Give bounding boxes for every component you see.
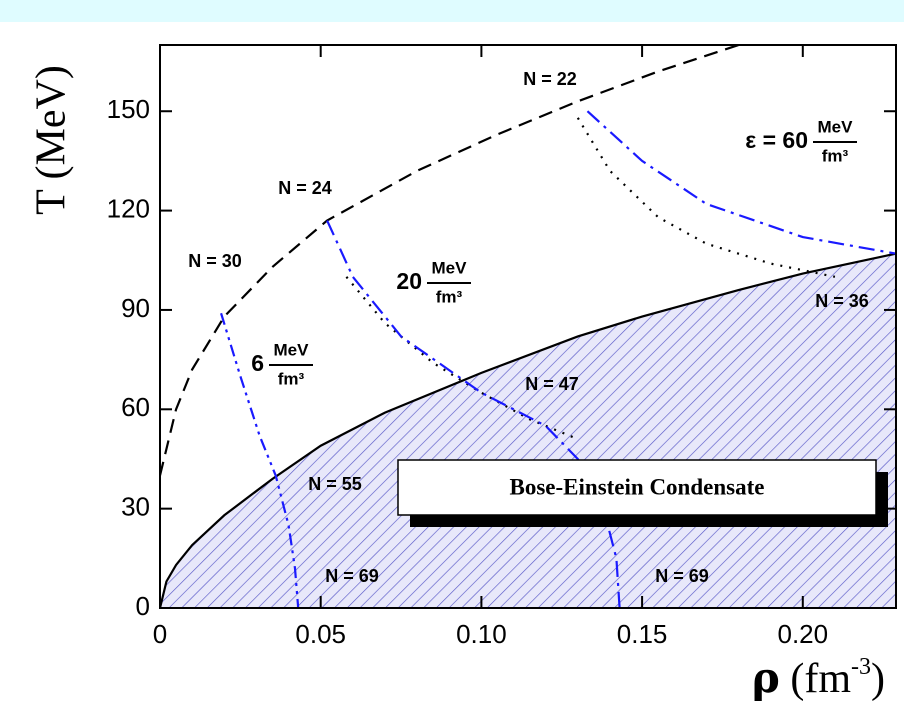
energy-numerator: MeV — [432, 258, 468, 277]
x-label-symbol: ρ — [752, 653, 780, 702]
y-tick-label: 120 — [107, 193, 150, 223]
energy-value: ε = 60 — [745, 127, 808, 153]
n-label: N = 30 — [188, 251, 242, 271]
energy-denominator: fm³ — [278, 369, 305, 388]
x-label-close: ) — [871, 656, 885, 702]
n-label: N = 36 — [815, 291, 869, 311]
energy-denominator: fm³ — [436, 287, 463, 306]
y-tick-label: 150 — [107, 94, 150, 124]
energy-numerator: MeV — [818, 117, 854, 136]
n-label: N = 24 — [278, 178, 332, 198]
curve — [586, 110, 896, 255]
curve — [220, 312, 300, 608]
x-tick-label: 0 — [153, 619, 167, 649]
energy-numerator: MeV — [274, 340, 310, 359]
y-axis-label: T (MeV) — [29, 65, 75, 215]
y-tick-label: 30 — [121, 492, 150, 522]
x-tick-label: 0.20 — [777, 619, 828, 649]
x-label-exponent: -3 — [851, 654, 871, 680]
energy-value: 6 — [251, 350, 264, 376]
curve — [160, 252, 896, 608]
frame — [159, 44, 897, 609]
n-label: N = 69 — [655, 566, 709, 586]
curve — [345, 276, 579, 441]
region-box — [397, 459, 877, 516]
y-tick-label: 90 — [121, 293, 150, 323]
n-label: N = 22 — [523, 69, 577, 89]
curve — [576, 117, 836, 278]
n-label: N = 69 — [325, 566, 379, 586]
n-label: N = 47 — [525, 374, 579, 394]
overlay: 0 0.05 0.10 0.15 0.20 0 30 60 90 120 150 N = 22 N = … — [107, 45, 896, 649]
n-label: N = 55 — [308, 474, 362, 494]
x-label-unit: (fm — [790, 656, 851, 702]
energy-denominator: fm³ — [822, 146, 849, 165]
y-tick-label: 60 — [121, 392, 150, 422]
condensate-area — [160, 253, 896, 608]
x-tick-label: 0.10 — [456, 619, 507, 649]
region-label: Bose-Einstein Condensate — [510, 474, 765, 499]
curve — [326, 220, 621, 608]
top-strip — [0, 0, 904, 22]
x-tick-label: 0.15 — [617, 619, 668, 649]
y-tick-label: 0 — [136, 591, 150, 621]
x-axis-label: ρ (fm-3) — [752, 653, 885, 702]
x-tick-label: 0.05 — [295, 619, 346, 649]
energy-value: 20 — [396, 268, 422, 294]
